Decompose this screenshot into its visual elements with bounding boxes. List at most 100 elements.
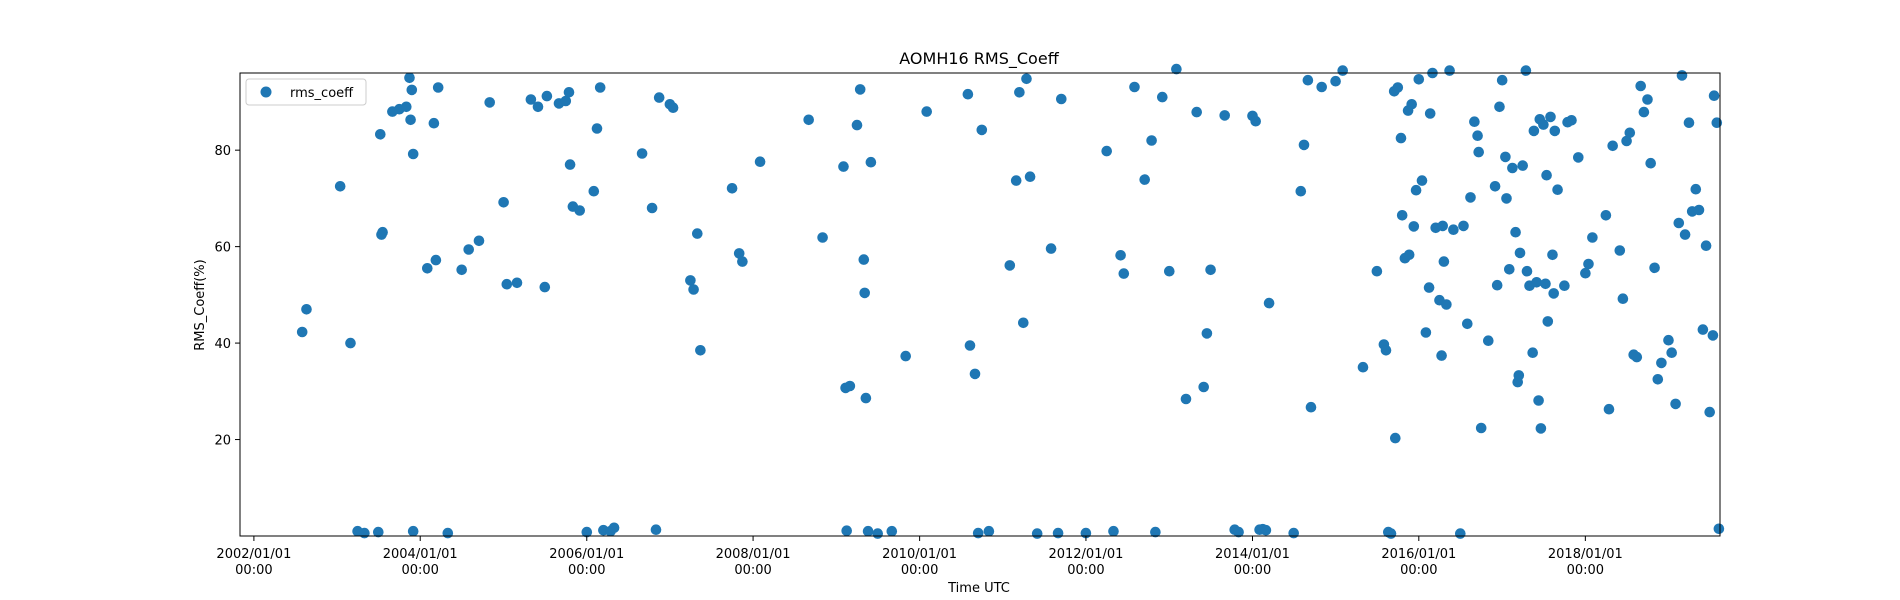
data-point [422, 263, 433, 274]
data-point [1115, 250, 1126, 261]
data-point [1469, 116, 1480, 127]
data-point [1316, 81, 1327, 93]
data-point [1642, 94, 1653, 105]
data-point [1504, 264, 1515, 275]
data-point [1547, 249, 1558, 261]
data-point [1513, 370, 1525, 381]
data-point [1180, 393, 1192, 405]
data-point [1700, 240, 1712, 251]
data-point [1507, 162, 1518, 174]
data-point [964, 340, 976, 351]
data-point [1475, 422, 1487, 434]
data-point [1201, 328, 1213, 339]
x-tick-label: 2004/01/01 00:00 [383, 547, 458, 578]
data-point [803, 114, 814, 126]
data-point [1666, 347, 1677, 359]
x-tick-label: 2010/01/01 00:00 [882, 547, 957, 578]
data-point [1528, 125, 1540, 137]
data-point [1396, 210, 1408, 221]
data-point [1540, 278, 1551, 290]
legend: rms_coeff [245, 78, 367, 106]
data-point [1600, 210, 1612, 221]
data-point [1711, 117, 1723, 128]
x-tick-label: 2014/01/01 00:00 [1215, 547, 1290, 578]
data-point [334, 181, 346, 192]
data-point [1635, 80, 1646, 92]
data-point [484, 97, 496, 108]
data-point [1472, 130, 1483, 141]
data-point [1157, 91, 1168, 103]
data-point [900, 350, 911, 362]
data-point [1052, 527, 1064, 539]
data-point [1494, 101, 1505, 113]
data-point [296, 326, 308, 338]
y-tick-label: 20 [214, 434, 231, 449]
data-point [817, 232, 828, 243]
data-point [1406, 99, 1417, 110]
data-point [1413, 74, 1425, 85]
data-point [1514, 247, 1526, 259]
data-point [407, 525, 419, 537]
data-point [1021, 73, 1032, 85]
data-point [1436, 350, 1447, 361]
data-point [688, 284, 699, 295]
data-point [1531, 277, 1542, 288]
data-point [1683, 117, 1695, 128]
data-point [1018, 317, 1029, 329]
data-point [401, 101, 412, 113]
data-point [860, 392, 872, 404]
data-point [1587, 232, 1598, 243]
data-point [1260, 524, 1272, 536]
plot-area [239, 72, 1721, 537]
data-point [1420, 327, 1432, 338]
data-point [1455, 528, 1466, 539]
data-point [1542, 316, 1554, 327]
data-point [375, 129, 386, 140]
data-point [667, 102, 679, 113]
x-axis: 2002/01/01 00:00 2004/01/01 00:00 2006/01/01… [216, 536, 1623, 578]
data-point [1583, 258, 1594, 270]
data-point [854, 84, 866, 95]
data-point [1302, 74, 1314, 86]
data-point [851, 119, 863, 131]
data-point [525, 94, 537, 105]
data-point [574, 205, 585, 216]
x-tick-label: 2008/01/01 00:00 [716, 547, 791, 578]
data-point [1385, 528, 1397, 539]
data-point [921, 106, 932, 117]
data-point [1462, 318, 1473, 330]
data-point [1501, 193, 1512, 204]
data-point [1337, 65, 1348, 76]
data-point [539, 281, 551, 293]
data-point [1004, 260, 1016, 271]
data-point [685, 275, 696, 286]
data-point [1489, 181, 1501, 192]
data-point [962, 88, 974, 100]
data-point [1219, 110, 1230, 121]
data-point [1573, 152, 1584, 163]
data-point [983, 525, 995, 537]
data-point [1150, 526, 1161, 538]
data-point [1704, 406, 1715, 418]
data-point [1491, 279, 1503, 291]
data-point [972, 527, 984, 539]
data-point [591, 123, 603, 134]
data-point [564, 159, 576, 170]
data-point [1045, 243, 1057, 254]
data-point [1645, 157, 1656, 169]
data-point [646, 202, 658, 214]
data-point [1250, 115, 1261, 127]
data-point [1423, 282, 1435, 293]
data-point [442, 527, 454, 539]
data-point [1357, 361, 1369, 373]
data-point [859, 287, 870, 299]
data-point [1129, 81, 1140, 93]
data-point [456, 264, 468, 276]
data-point [1164, 265, 1175, 277]
x-tick-label: 2006/01/01 00:00 [549, 547, 624, 578]
data-point [463, 244, 475, 255]
data-point [650, 524, 662, 535]
data-point [1690, 183, 1702, 195]
data-point [1521, 265, 1533, 277]
data-point [1416, 175, 1428, 186]
